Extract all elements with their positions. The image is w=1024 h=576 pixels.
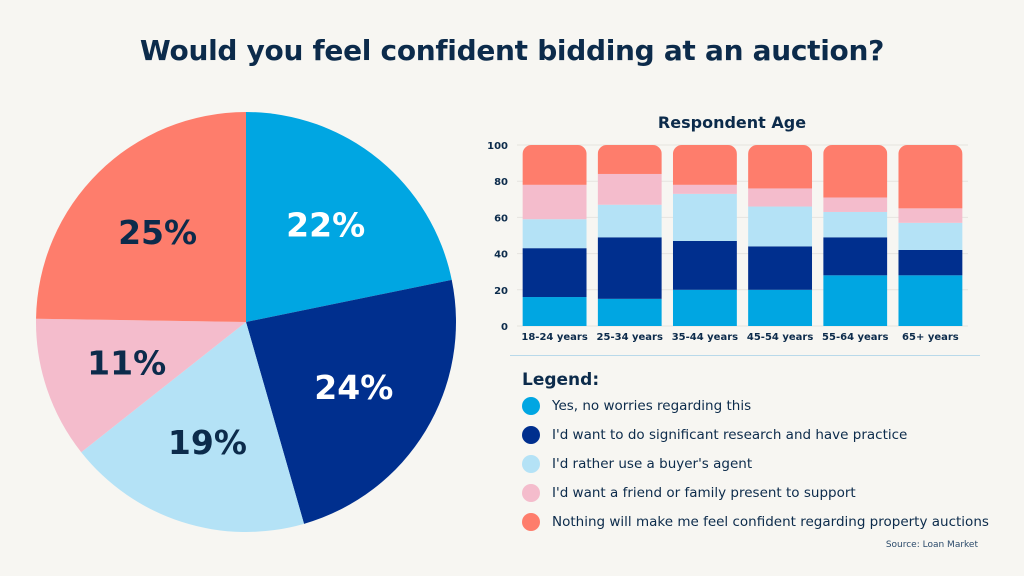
bar-segment-research <box>597 237 662 299</box>
legend-label: I'd rather use a buyer's agent <box>552 456 753 472</box>
x-tick-label: 25-34 years <box>597 332 663 343</box>
bar-segment-nothing <box>672 145 737 185</box>
legend-label: Yes, no worries regarding this <box>552 398 752 414</box>
bar-segment-agent <box>898 222 963 250</box>
bar-segment-friend <box>748 188 813 207</box>
bar-segment-agent <box>748 206 813 247</box>
y-tick-label: 60 <box>494 213 508 224</box>
pie-slice-label: 11% <box>87 343 166 382</box>
bar-segment-research <box>823 237 888 276</box>
bar-stack <box>597 145 662 326</box>
pie-slice-label: 22% <box>286 205 365 244</box>
bar-segment-agent <box>522 219 587 249</box>
bar-segment-yes <box>672 289 737 326</box>
bar-segment-friend <box>522 184 587 220</box>
bar-segment-friend <box>672 184 737 194</box>
legend-item: I'd want to do significant research and … <box>522 426 907 444</box>
bar-segment-nothing <box>748 145 813 189</box>
bar-stack <box>898 145 963 326</box>
bar-segment-yes <box>823 275 888 326</box>
bar-segment-research <box>522 248 587 298</box>
x-tick-label: 65+ years <box>902 332 959 343</box>
bar-segment-research <box>748 246 813 290</box>
bar-segment-nothing <box>898 145 963 209</box>
source-note: Source: Loan Market <box>885 540 978 550</box>
legend-swatch-research <box>522 426 540 444</box>
stacked-bar-chart: Respondent Age 0 20 40 60 80 100 18-24 years 25-… <box>487 113 968 343</box>
pie-slice-label: 19% <box>168 423 247 462</box>
bar-segment-yes <box>522 297 587 326</box>
legend-item: I'd want a friend or family present to s… <box>522 484 856 502</box>
bar-segment-nothing <box>597 145 662 174</box>
y-tick-label: 80 <box>494 177 508 188</box>
bar-segment-friend <box>823 197 888 212</box>
bar-segment-yes <box>597 298 662 326</box>
x-tick-label: 35-44 years <box>672 332 738 343</box>
pie-slice-yes <box>246 112 452 322</box>
bar-stack <box>748 145 813 326</box>
bar-segment-agent <box>672 193 737 241</box>
bar-segment-yes <box>898 275 963 326</box>
bar-segment-agent <box>597 204 662 238</box>
bar-segment-research <box>898 249 963 276</box>
bar-stack <box>823 145 888 326</box>
bar-stack <box>672 145 737 326</box>
legend-swatch-agent <box>522 455 540 473</box>
bar-segment-yes <box>748 289 813 326</box>
bar-segment-friend <box>898 208 963 223</box>
bar-segment-nothing <box>522 145 587 185</box>
pie-slice-agent <box>81 322 305 532</box>
y-tick-label: 100 <box>487 141 508 152</box>
bar-segment-friend <box>597 173 662 205</box>
legend-swatch-friend <box>522 484 540 502</box>
pie-slice-friend <box>36 318 247 453</box>
pie-slice-label: 24% <box>314 368 393 407</box>
legend-swatch-yes <box>522 397 540 415</box>
y-tick-label: 0 <box>501 322 508 333</box>
section-divider <box>510 355 980 356</box>
bar-segment-nothing <box>823 145 888 198</box>
bar-segment-research <box>672 240 737 290</box>
pie-slice-research <box>246 279 456 524</box>
bar-stack <box>522 145 587 326</box>
pie-slice-nothing <box>36 112 247 322</box>
pie-slice-label: 25% <box>118 213 197 252</box>
legend-title: Legend: <box>522 370 600 390</box>
x-tick-label: 55-64 years <box>822 332 888 343</box>
legend-item: I'd rather use a buyer's agent <box>522 455 752 473</box>
x-tick-label: 18-24 years <box>521 332 587 343</box>
pie-chart: 22% 24% 19% 11% 25% <box>36 112 456 532</box>
legend-swatch-nothing <box>522 513 540 531</box>
legend-label: I'd want a friend or family present to s… <box>552 485 856 501</box>
y-tick-label: 40 <box>494 250 508 261</box>
legend-label: I'd want to do significant research and … <box>552 427 908 443</box>
legend-label: Nothing will make me feel confident rega… <box>552 514 989 530</box>
bar-segment-agent <box>823 211 888 238</box>
page-title: Would you feel confident bidding at an a… <box>139 34 885 67</box>
y-tick-label: 20 <box>494 286 508 297</box>
legend-item: Nothing will make me feel confident rega… <box>522 513 989 531</box>
legend-item: Yes, no worries regarding this <box>522 397 751 415</box>
x-tick-label: 45-54 years <box>747 332 813 343</box>
bar-chart-title: Respondent Age <box>658 113 806 132</box>
